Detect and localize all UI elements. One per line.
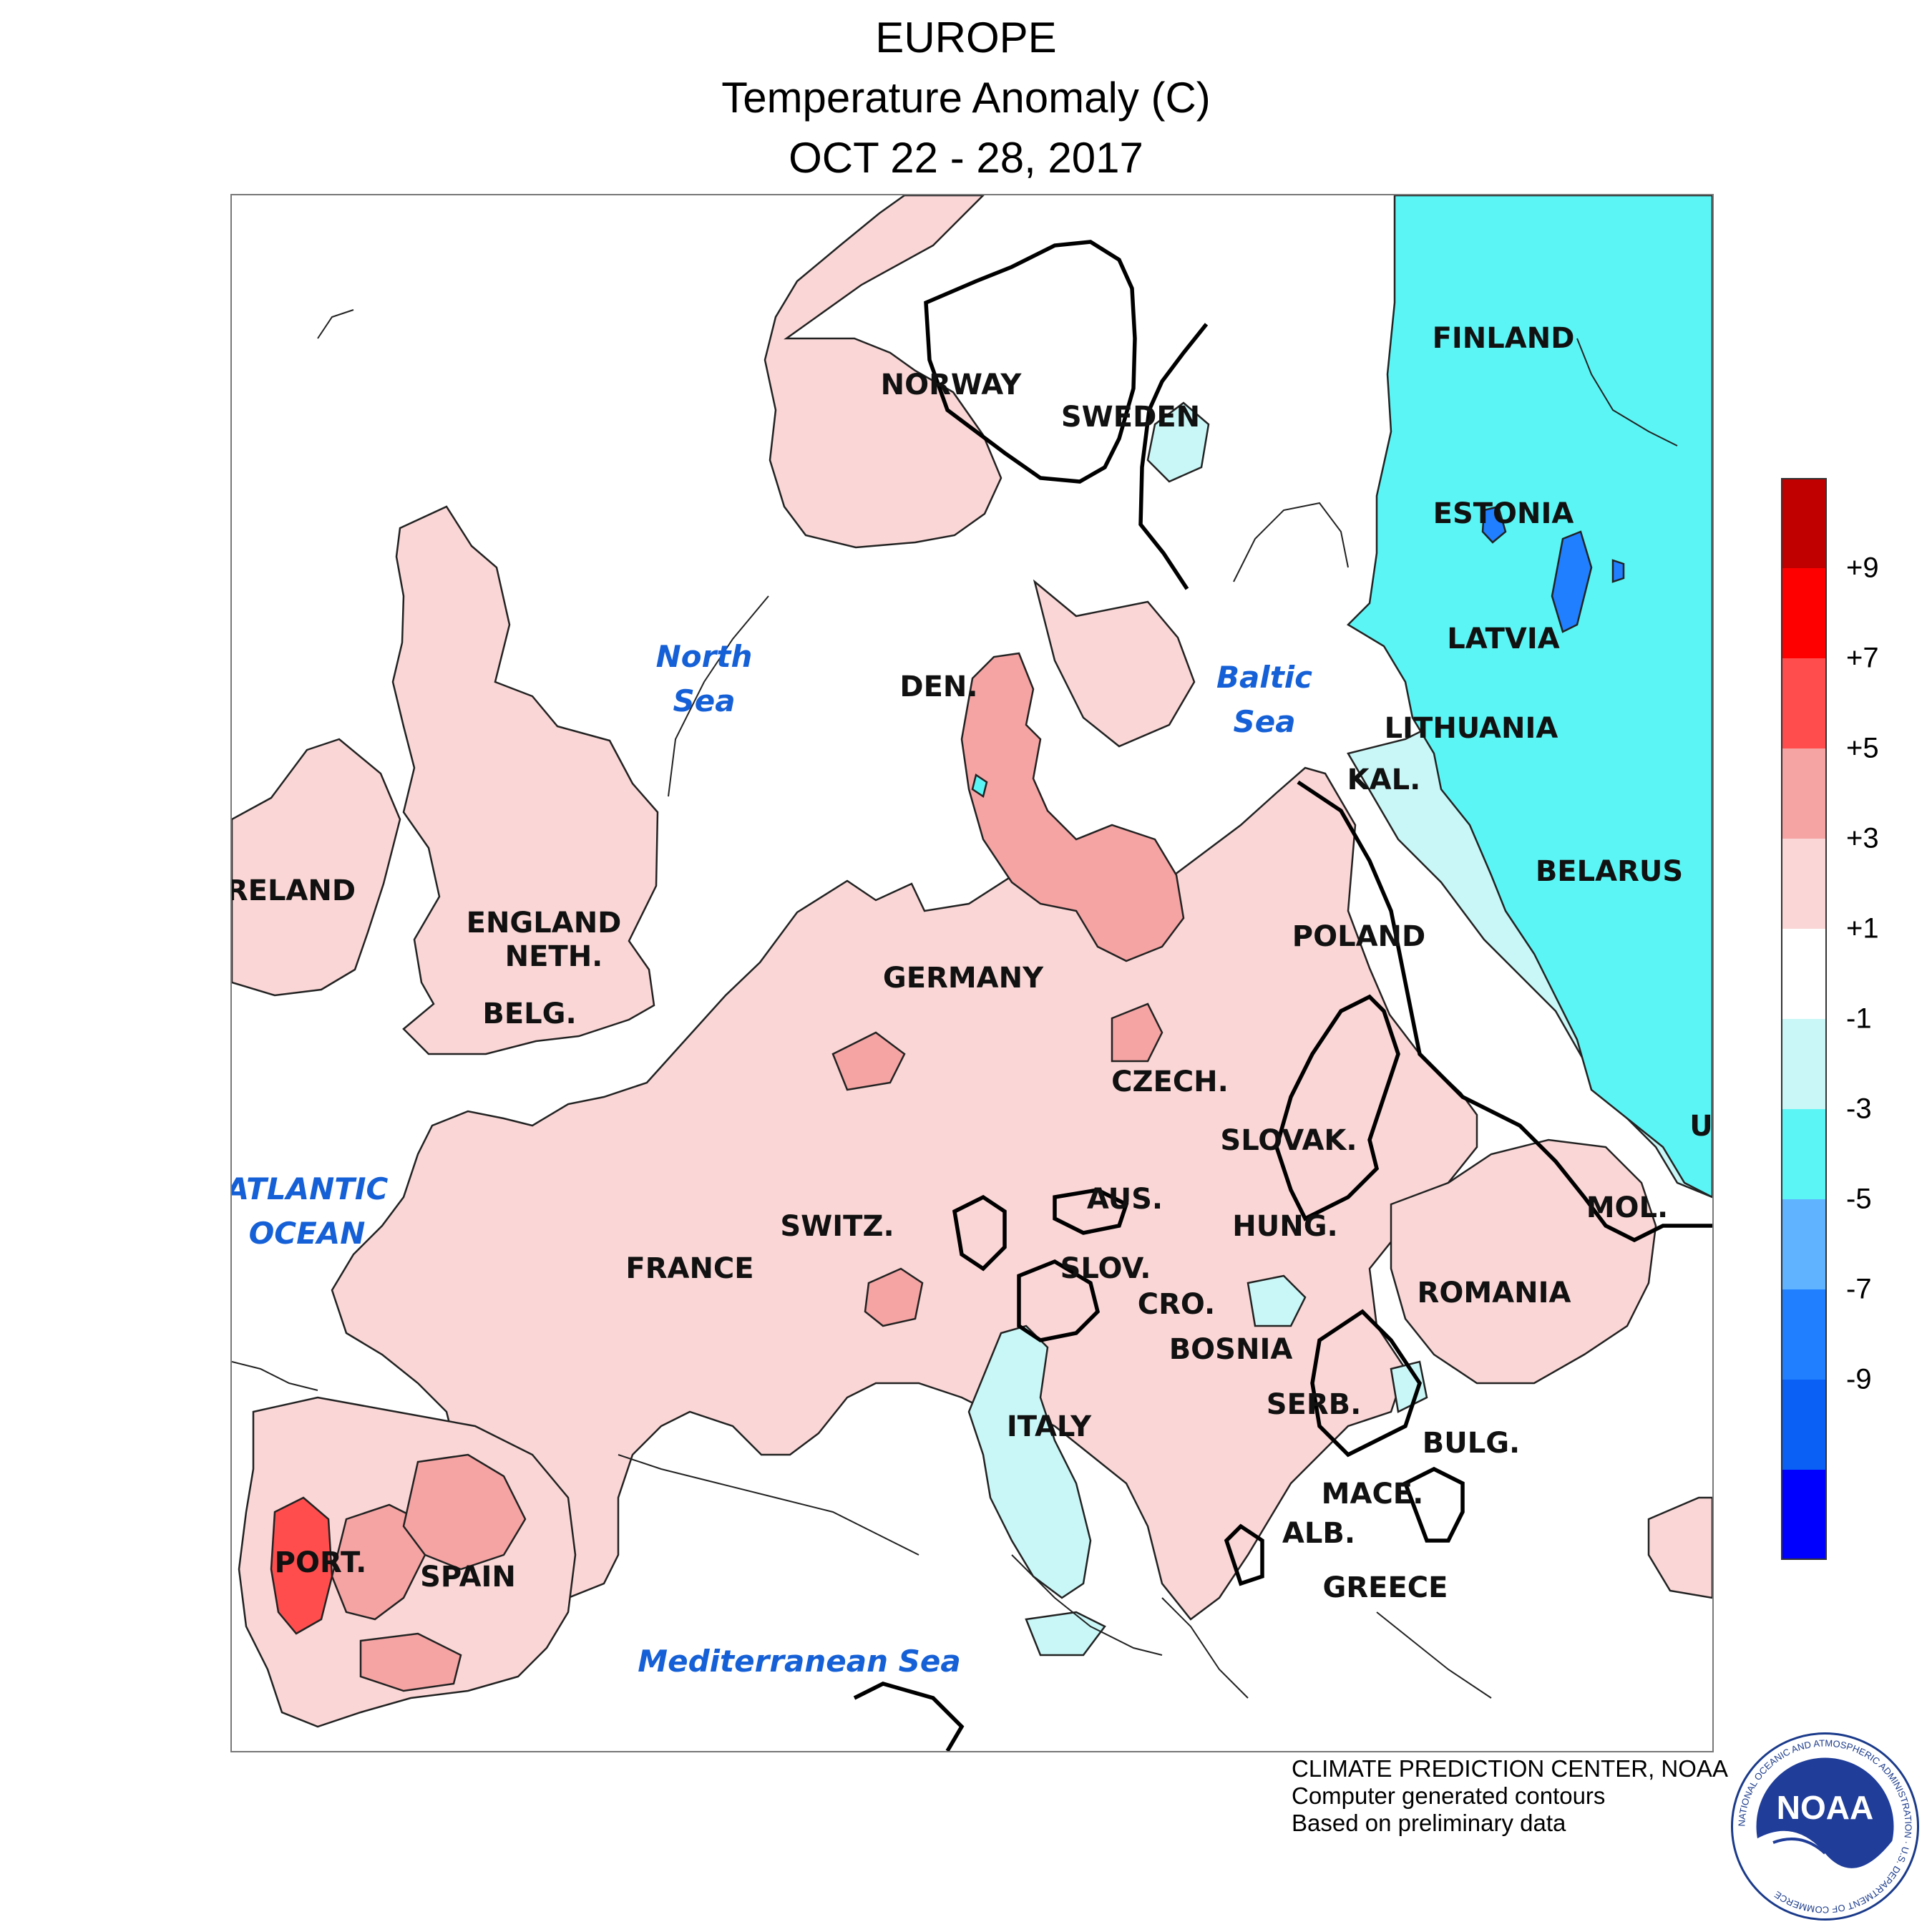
country-label: SPAIN <box>420 1561 516 1594</box>
legend-swatch <box>1781 658 1827 748</box>
country-label: GREECE <box>1322 1571 1448 1604</box>
cool-5-7-field <box>1481 505 1625 633</box>
map-subtitle: Temperature Anomaly (C) <box>721 74 1211 122</box>
sea-label-north: North Sea <box>655 639 753 718</box>
legend-label: +3 <box>1846 822 1879 854</box>
map-date-range: OCT 22 - 28, 2017 <box>789 134 1143 182</box>
legend-label: +9 <box>1846 552 1879 584</box>
country-label: ROMANIA <box>1417 1277 1571 1309</box>
country-label: MOL. <box>1586 1191 1669 1224</box>
legend-swatch <box>1781 1199 1827 1289</box>
legend-label: -7 <box>1846 1273 1872 1305</box>
sea-label-mediterranean: Mediterranean Sea <box>638 1644 961 1679</box>
country-label: LITHUANIA <box>1384 712 1558 745</box>
country-label: POLAND <box>1292 920 1426 953</box>
country-label: BOSNIA <box>1169 1333 1293 1366</box>
coastlines <box>232 309 1678 1699</box>
color-legend <box>1781 478 1827 1560</box>
legend-label: -3 <box>1846 1093 1872 1125</box>
legend-swatch <box>1781 568 1827 658</box>
country-label: MACE. <box>1321 1478 1424 1511</box>
noaa-logo-text: NOAA <box>1777 1789 1873 1826</box>
legend-label: -9 <box>1846 1363 1872 1395</box>
credit-line-1: CLIMATE PREDICTION CENTER, NOAA <box>1292 1755 1728 1782</box>
country-label: GERMANY <box>882 962 1044 995</box>
legend-swatch <box>1781 1380 1827 1470</box>
country-label: ITALY <box>1006 1410 1092 1443</box>
country-label: HUNG. <box>1232 1210 1338 1243</box>
country-label: LATVIA <box>1447 623 1560 655</box>
credit-line-3: Based on preliminary data <box>1292 1810 1566 1836</box>
sea-label-baltic: Baltic Sea <box>1216 660 1313 739</box>
legend-swatch <box>1781 1289 1827 1380</box>
legend-swatch <box>1781 839 1827 929</box>
country-label: KAL. <box>1347 763 1421 796</box>
country-label: ESTONIA <box>1433 497 1574 530</box>
sea-label-atlantic: ATLANTIC OCEAN <box>230 1171 389 1251</box>
country-label: NORWAY <box>880 369 1022 401</box>
country-label: FRANCE <box>625 1252 754 1285</box>
anomaly-map: NORWAY SWEDEN FINLAND ESTONIA LATVIA LITHUANI… <box>230 194 1714 1752</box>
country-label: IRELAND <box>232 874 356 907</box>
noaa-logo: NOAA NATIONAL OCEANIC AND ATMOSPHERIC AD… <box>1731 1732 1919 1921</box>
country-label: NETH. <box>504 940 603 973</box>
country-label: AUS. <box>1086 1183 1163 1216</box>
country-label: FINLAND <box>1432 322 1575 355</box>
country-label: SLOVAK. <box>1220 1124 1357 1157</box>
legend-swatch <box>1781 748 1827 839</box>
warm-5-7-field <box>270 1496 333 1635</box>
country-label: UK <box>1689 1110 1713 1143</box>
credit-line-2: Computer generated contours <box>1292 1782 1606 1809</box>
country-label: SWITZ. <box>780 1210 894 1243</box>
warm-3-5-field <box>331 652 1185 1692</box>
legend-label: -5 <box>1846 1183 1872 1215</box>
legend-swatch <box>1781 929 1827 1019</box>
cool-3-5-field-small <box>971 773 988 799</box>
map-title: EUROPE <box>875 14 1057 62</box>
country-label: SLOV. <box>1060 1252 1151 1285</box>
legend-label: -1 <box>1846 1002 1872 1035</box>
country-label: CRO. <box>1137 1288 1216 1321</box>
country-label: BULG. <box>1422 1427 1521 1460</box>
cool-3-5-field <box>1346 195 1712 1199</box>
country-label: SWEDEN <box>1060 401 1201 434</box>
country-label: BELG. <box>482 997 577 1030</box>
country-label: BELARUS <box>1535 855 1684 888</box>
legend-swatch <box>1781 1019 1827 1109</box>
country-label: SERB. <box>1266 1388 1362 1421</box>
legend-swatch <box>1781 478 1827 568</box>
zero-contour-lines <box>853 240 1712 1751</box>
legend-swatch <box>1781 1470 1827 1560</box>
legend-swatch <box>1781 1109 1827 1199</box>
country-label: DEN. <box>899 670 978 703</box>
legend-label: +7 <box>1846 642 1879 674</box>
country-label: ALB. <box>1282 1517 1356 1550</box>
country-label: ENGLAND <box>466 907 622 940</box>
legend-label: +5 <box>1846 732 1879 764</box>
country-label: PORT. <box>274 1546 367 1579</box>
legend-label: +1 <box>1846 912 1879 945</box>
anomaly-fields <box>232 195 1712 1751</box>
country-label: CZECH. <box>1111 1065 1229 1098</box>
